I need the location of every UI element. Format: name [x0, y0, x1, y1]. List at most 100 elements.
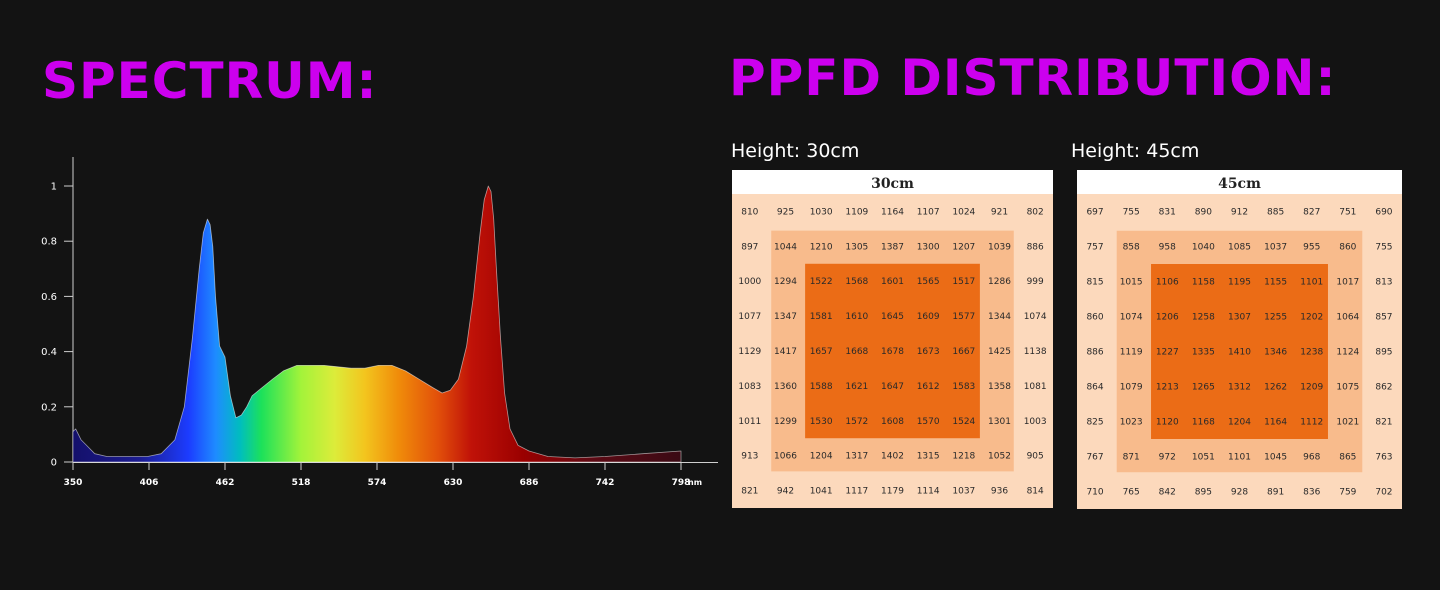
ppfd-cell-value: 1109 — [845, 207, 868, 217]
ppfd-cell-value: 1044 — [774, 242, 797, 252]
ppfd-cell-value: 1085 — [1228, 243, 1251, 253]
ppfd-cell-value: 1255 — [1264, 313, 1287, 323]
ppfd-cell-value: 1517 — [952, 277, 975, 287]
ppfd-grid-30cm: 30cm 810 925 1030 1109 1164 1107 1024 921 802 897 1… — [732, 170, 1053, 508]
ppfd-cell-value: 1581 — [810, 312, 833, 322]
ppfd-cell-value: 1138 — [1024, 347, 1047, 357]
ppfd-cell-value: 1213 — [1156, 383, 1179, 393]
y-tick-label: 0 — [51, 458, 57, 469]
ppfd-cell-value: 751 — [1339, 208, 1356, 218]
height-label-30cm: Height: 30cm — [731, 140, 860, 162]
ppfd-cell-value: 1039 — [988, 242, 1011, 252]
ppfd-cell-value: 862 — [1375, 383, 1392, 393]
ppfd-cell-value: 1425 — [988, 347, 1011, 357]
ppfd-cell-value: 1610 — [845, 312, 868, 322]
x-tick-label: 630 — [444, 478, 463, 488]
ppfd-cell-value: 1114 — [917, 487, 940, 497]
ppfd-cell-value: 1206 — [1156, 313, 1179, 323]
ppfd-cell-value: 1003 — [1024, 417, 1047, 427]
ppfd-cell-value: 955 — [1303, 243, 1320, 253]
x-tick-label: 518 — [292, 478, 311, 488]
ppfd-cell-value: 1045 — [1264, 453, 1287, 463]
ppfd-cell-value: 1124 — [1336, 348, 1359, 358]
ppfd-cell-value: 1608 — [881, 417, 904, 427]
ppfd-cell-value: 1204 — [810, 452, 833, 462]
ppfd-cell-value: 1577 — [952, 312, 975, 322]
y-tick-label: 0.4 — [41, 347, 57, 358]
ppfd-cell-value: 1387 — [881, 242, 904, 252]
ppfd-cell-value: 1202 — [1300, 313, 1323, 323]
ppfd-cell-value: 972 — [1159, 453, 1176, 463]
ppfd-cell-value: 814 — [1027, 487, 1044, 497]
ppfd-cell-value: 1218 — [952, 452, 975, 462]
ppfd-cell-value: 1358 — [988, 382, 1011, 392]
ppfd-cell-value: 1024 — [952, 207, 975, 217]
ppfd-cell-value: 697 — [1086, 208, 1103, 218]
ppfd-cell-value: 1164 — [1264, 418, 1287, 428]
ppfd-cell-value: 1238 — [1300, 348, 1323, 358]
ppfd-cell-value: 842 — [1159, 488, 1176, 498]
spectrum-title: SPECTRUM: — [42, 52, 378, 110]
ppfd-cell-value: 865 — [1339, 453, 1356, 463]
ppfd-cell-value: 802 — [1027, 207, 1044, 217]
ppfd-cell-value: 1075 — [1336, 383, 1359, 393]
ppfd-cell-value: 1572 — [845, 417, 868, 427]
zone-inner — [1151, 264, 1328, 439]
ppfd-cell-value: 1360 — [774, 382, 797, 392]
ppfd-cell-value: 1286 — [988, 277, 1011, 287]
ppfd-cell-value: 1609 — [917, 312, 940, 322]
ppfd-cell-value: 885 — [1267, 208, 1284, 218]
ppfd-cell-value: 1522 — [810, 277, 833, 287]
ppfd-cell-value: 1164 — [881, 207, 904, 217]
ppfd-cell-value: 1657 — [810, 347, 833, 357]
ppfd-cell-value: 1074 — [1120, 313, 1143, 323]
ppfd-cell-value: 999 — [1027, 277, 1044, 287]
ppfd-distribution-title: PPFD DISTRIBUTION: — [729, 49, 1337, 107]
x-tick-label: 406 — [140, 478, 159, 488]
ppfd-cell-value: 759 — [1339, 488, 1356, 498]
ppfd-cell-value: 1112 — [1300, 418, 1323, 428]
zone-inner — [805, 263, 980, 439]
ppfd-cell-value: 1262 — [1264, 383, 1287, 393]
ppfd-cell-value: 757 — [1086, 243, 1103, 253]
ppfd-cell-value: 1041 — [810, 487, 833, 497]
spectrum-chart: 0 0.2 0.4 0.6 0.8 1 350 406 462 518 574 630 686 742 79… — [41, 157, 718, 488]
x-tick-label: 686 — [520, 478, 539, 488]
y-tick-label: 0.2 — [41, 402, 57, 413]
ppfd-cell-value: 968 — [1303, 453, 1320, 463]
ppfd-cell-value: 825 — [1086, 418, 1103, 428]
ppfd-cell-value: 1052 — [988, 452, 1011, 462]
ppfd-cell-value: 1037 — [952, 487, 975, 497]
ppfd-cell-value: 1040 — [1192, 243, 1215, 253]
ppfd-cell-value: 831 — [1159, 208, 1176, 218]
y-tick-label: 1 — [51, 182, 57, 193]
ppfd-cell-value: 925 — [777, 207, 794, 217]
ppfd-grid-45cm: 45cm 697 755 831 890 912 885 827 751 690 757 858 958… — [1077, 170, 1402, 509]
ppfd-cell-value: 1588 — [810, 382, 833, 392]
ppfd-cell-value: 813 — [1375, 278, 1392, 288]
ppfd-cell-value: 886 — [1027, 242, 1044, 252]
ppfd-cell-value: 1023 — [1120, 418, 1143, 428]
ppfd-cell-value: 1119 — [1120, 348, 1143, 358]
ppfd-cell-value: 958 — [1159, 243, 1176, 253]
ppfd-cell-value: 871 — [1123, 453, 1140, 463]
x-tick-label: 574 — [368, 478, 387, 488]
ppfd-cell-value: 1301 — [988, 417, 1011, 427]
ppfd-cell-value: 821 — [1375, 418, 1392, 428]
ppfd-cell-value: 710 — [1086, 488, 1103, 498]
ppfd-cell-value: 1530 — [810, 417, 833, 427]
ppfd-cell-value: 1344 — [988, 312, 1011, 322]
ppfd-cell-value: 1129 — [738, 347, 761, 357]
ppfd-cell-value: 1079 — [1120, 383, 1143, 393]
ppfd-cell-value: 928 — [1231, 488, 1248, 498]
ppfd-cell-value: 1000 — [738, 277, 761, 287]
ppfd-cell-value: 1074 — [1024, 312, 1047, 322]
ppfd-cell-value: 1300 — [917, 242, 940, 252]
x-tick-label: 742 — [596, 478, 615, 488]
spectrum-area — [72, 185, 682, 463]
ppfd-cell-value: 858 — [1123, 243, 1140, 253]
height-label-45cm: Height: 45cm — [1071, 140, 1200, 162]
ppfd-cell-value: 905 — [1027, 452, 1044, 462]
ppfd-cell-value: 1106 — [1156, 278, 1179, 288]
ppfd-cell-value: 1305 — [845, 242, 868, 252]
